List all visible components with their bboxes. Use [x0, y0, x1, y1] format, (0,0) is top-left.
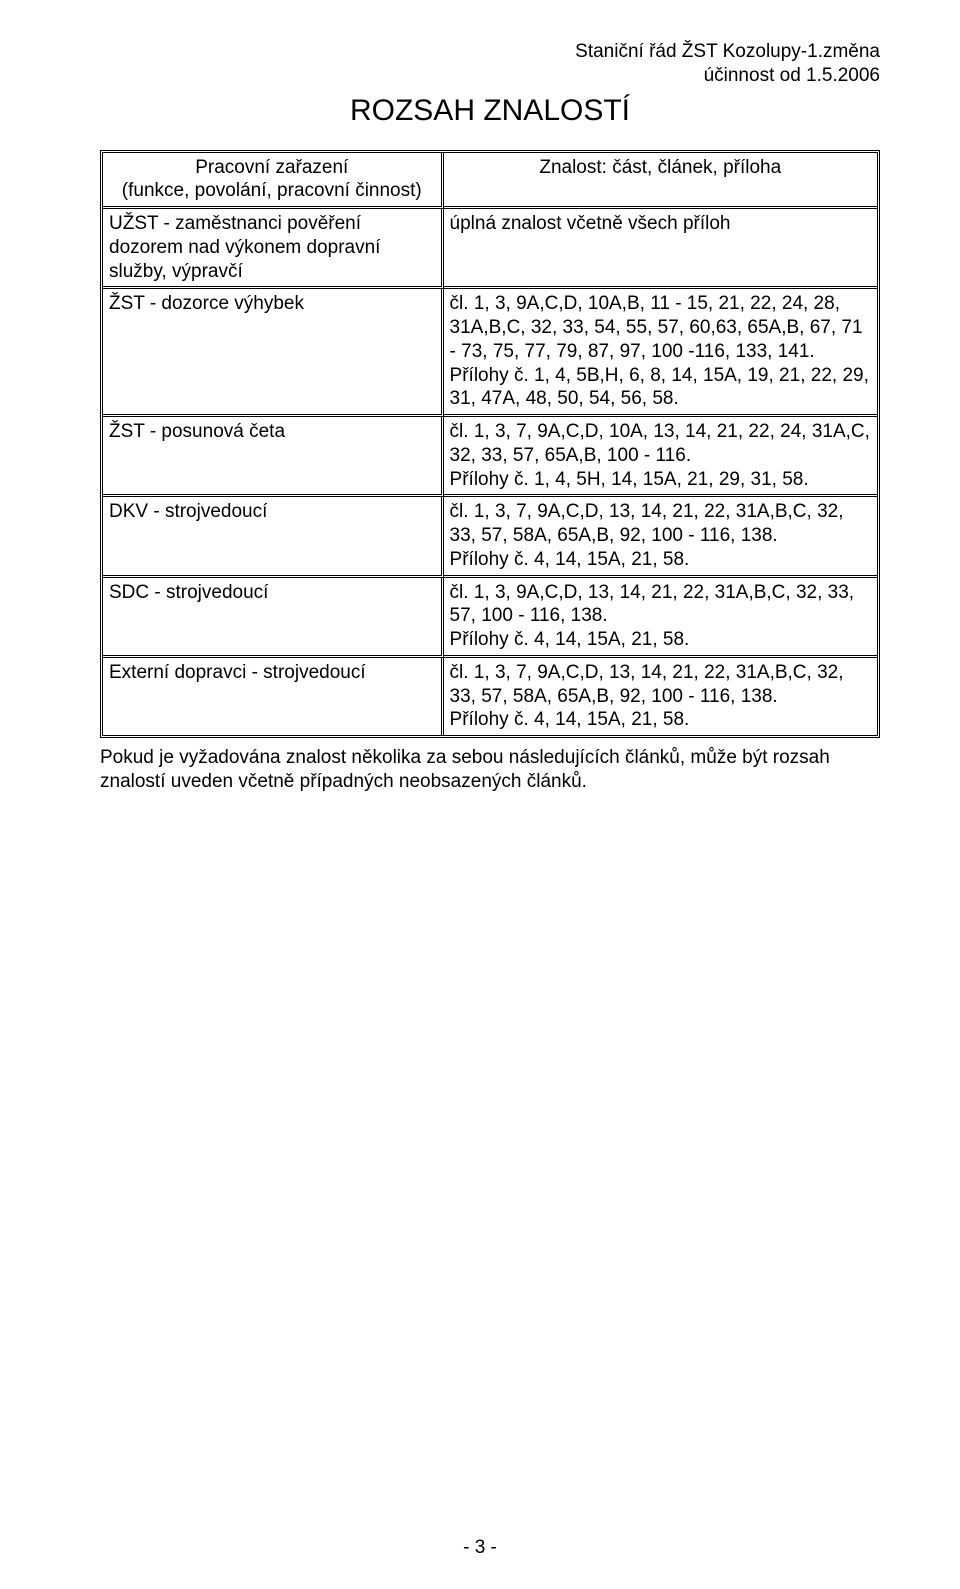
cell-left: ŽST - dozorce výhybek	[103, 289, 444, 417]
cell-left: SDC - strojvedoucí	[103, 578, 444, 658]
table-row: ŽST - posunová četa čl. 1, 3, 7, 9A,C,D,…	[103, 417, 877, 497]
table-row: UŽST - zaměstnanci pověření dozorem nad …	[103, 209, 877, 289]
page-title: ROZSAH ZNALOSTÍ	[100, 94, 880, 128]
cell-right: čl. 1, 3, 7, 9A,C,D, 13, 14, 21, 22, 31A…	[444, 658, 877, 735]
cell-left: ŽST - posunová četa	[103, 417, 444, 497]
header-cell-left: Pracovní zařazení(funkce, povolání, prac…	[103, 153, 444, 210]
cell-right: čl. 1, 3, 7, 9A,C,D, 10A, 13, 14, 21, 22…	[444, 417, 877, 497]
cell-left: Externí dopravci - strojvedoucí	[103, 658, 444, 735]
table-row: SDC - strojvedoucí čl. 1, 3, 9A,C,D, 13,…	[103, 578, 877, 658]
header-line-2: účinnost od 1.5.2006	[100, 64, 880, 88]
header-cell-right: Znalost: část, článek, příloha	[444, 153, 877, 210]
table-header-row: Pracovní zařazení(funkce, povolání, prac…	[103, 153, 877, 210]
knowledge-table: Pracovní zařazení(funkce, povolání, prac…	[100, 150, 880, 739]
cell-right: čl. 1, 3, 9A,C,D, 13, 14, 21, 22, 31A,B,…	[444, 578, 877, 658]
table-row: DKV - strojvedoucí čl. 1, 3, 7, 9A,C,D, …	[103, 497, 877, 577]
cell-right: čl. 1, 3, 7, 9A,C,D, 13, 14, 21, 22, 31A…	[444, 497, 877, 577]
header-line-1: Staniční řád ŽST Kozolupy-1.změna	[100, 40, 880, 64]
table-row: Externí dopravci - strojvedoucí čl. 1, 3…	[103, 658, 877, 735]
cell-left: UŽST - zaměstnanci pověření dozorem nad …	[103, 209, 444, 289]
cell-right: čl. 1, 3, 9A,C,D, 10A,B, 11 - 15, 21, 22…	[444, 289, 877, 417]
table-row: ŽST - dozorce výhybek čl. 1, 3, 9A,C,D, …	[103, 289, 877, 417]
page-number: - 3 -	[0, 1537, 960, 1559]
cell-right: úplná znalost včetně všech příloh	[444, 209, 877, 289]
footnote: Pokud je vyžadována znalost několika za …	[100, 746, 880, 794]
page-header: Staniční řád ŽST Kozolupy-1.změna účinno…	[100, 40, 880, 88]
cell-left: DKV - strojvedoucí	[103, 497, 444, 577]
